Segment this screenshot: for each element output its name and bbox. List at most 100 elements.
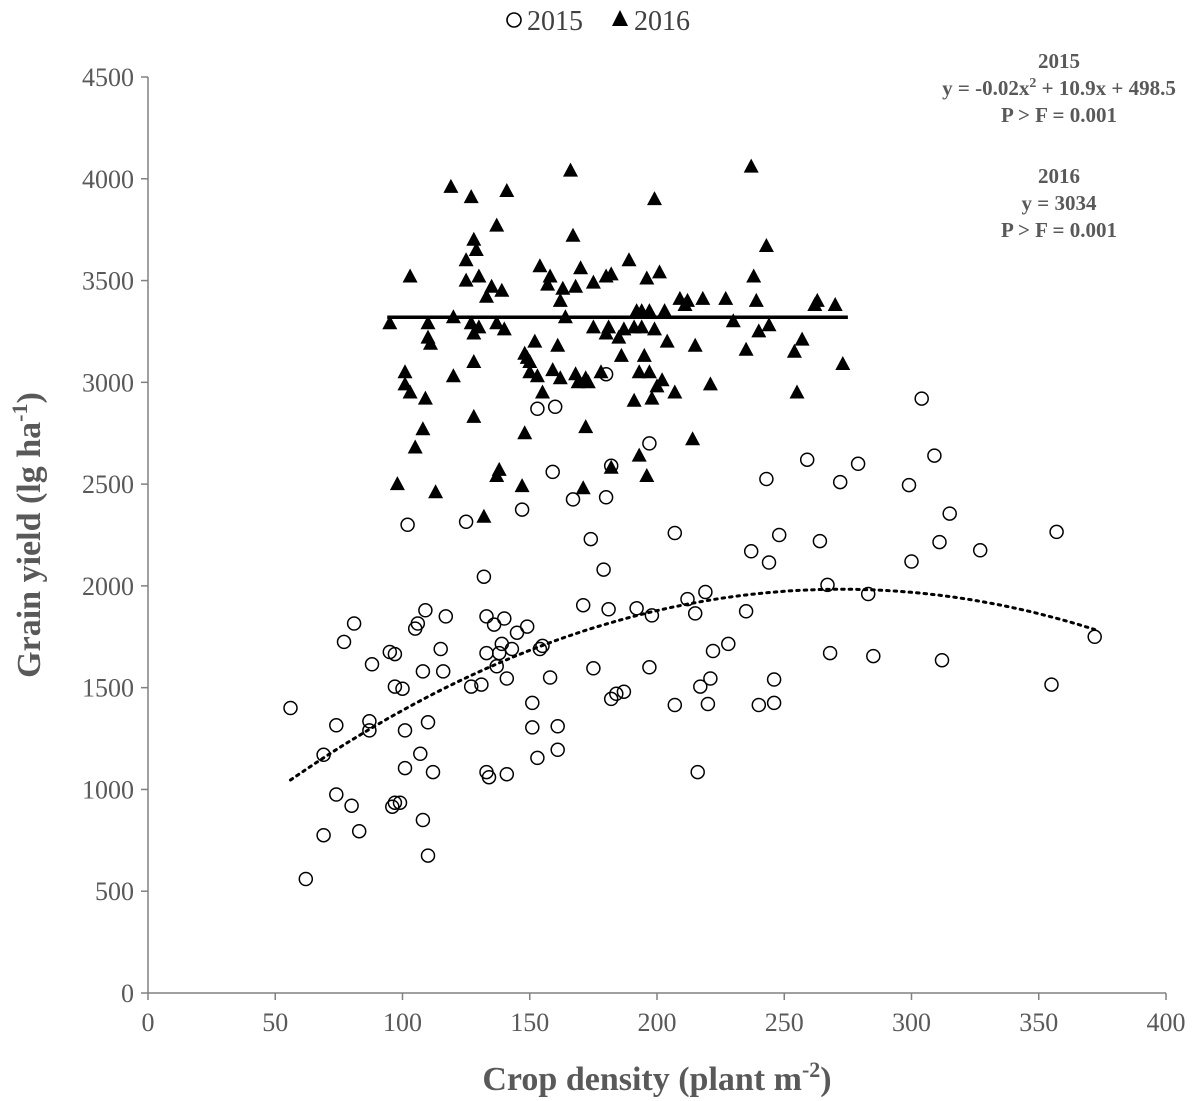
legend-label-2016: 2016 [634, 6, 690, 37]
annotation-2016-pvalue: P > F = 0.001 [1001, 218, 1117, 242]
point-2015 [535, 638, 550, 654]
point-2016 [654, 372, 670, 387]
annotation-2015-title: 2015 [1038, 49, 1080, 73]
y-tick-label: 1500 [82, 674, 134, 703]
point-2015 [598, 490, 614, 505]
legend-marker-2016 [612, 10, 628, 26]
point-2015 [642, 436, 657, 451]
point-2015 [738, 604, 754, 619]
point-2015 [904, 554, 919, 569]
point-2015 [463, 679, 479, 694]
point-2015 [395, 681, 410, 696]
point-2016 [809, 292, 825, 307]
annotation-2015-equation: y = -0.02x2 + 10.9x + 498.5 [942, 76, 1176, 100]
point-2015 [901, 477, 917, 493]
point-2015 [866, 648, 881, 664]
y-tick-label: 4000 [82, 165, 134, 194]
point-2015 [397, 760, 413, 776]
point-2016 [466, 231, 482, 246]
point-2016 [613, 347, 629, 362]
point-2016 [417, 390, 433, 405]
y-axis-title: Grain yield (lg ha-1) [7, 392, 48, 678]
point-2016 [621, 252, 637, 267]
point-2016 [570, 374, 586, 389]
point-2015 [316, 827, 331, 843]
point-2016 [748, 292, 764, 307]
point-2015 [525, 695, 540, 711]
point-2016 [491, 461, 507, 476]
point-2016 [489, 315, 505, 330]
point-2016 [631, 447, 647, 462]
point-2015 [705, 643, 721, 659]
y-tick-label: 2000 [82, 572, 134, 601]
point-2015 [504, 641, 520, 657]
point-2015 [433, 641, 448, 657]
annotation-2016-equation: y = 3034 [1022, 191, 1097, 215]
point-2016 [542, 268, 558, 283]
point-2015 [596, 562, 611, 577]
point-2016 [428, 484, 444, 499]
point-2015 [418, 603, 433, 618]
point-2016 [685, 431, 701, 446]
point-2015 [693, 679, 708, 694]
point-2015 [759, 471, 774, 487]
y-tick-label: 2500 [82, 470, 134, 499]
point-2016 [389, 476, 405, 491]
point-2016 [580, 374, 596, 389]
point-2015 [603, 691, 619, 707]
point-2015 [575, 597, 591, 613]
point-2016 [644, 390, 660, 405]
point-2015 [690, 764, 705, 780]
point-2016 [443, 178, 459, 193]
point-2015 [565, 492, 581, 507]
point-2015 [499, 766, 515, 782]
point-2015 [387, 795, 403, 810]
point-2015 [942, 506, 957, 521]
point-2015 [822, 645, 838, 661]
point-2016 [659, 333, 675, 348]
point-2016 [573, 260, 589, 275]
point-2016 [575, 480, 591, 495]
point-2016 [641, 364, 657, 379]
point-2015 [283, 700, 298, 716]
point-2015 [680, 591, 695, 607]
point-2015 [601, 602, 616, 617]
point-2015 [479, 645, 494, 661]
point-2015 [420, 715, 436, 730]
point-2016 [517, 425, 533, 440]
point-2015 [850, 456, 866, 472]
point-2015 [410, 616, 426, 631]
point-2015 [346, 616, 362, 631]
x-axis-title: Crop density (plant m-2) [482, 1057, 831, 1098]
point-2015 [766, 672, 782, 687]
point-2015 [298, 871, 314, 887]
data-points [283, 158, 1102, 887]
point-2016 [420, 315, 436, 330]
point-2015 [435, 664, 451, 679]
point-2015 [700, 696, 716, 712]
point-2016 [545, 362, 561, 377]
point-2016 [466, 408, 482, 423]
point-2015 [494, 636, 510, 652]
point-2016 [657, 303, 673, 318]
trend-line-2015 [289, 587, 1097, 782]
point-2016 [786, 343, 802, 358]
point-2015 [616, 684, 632, 699]
point-2015 [438, 609, 454, 624]
point-2015 [766, 695, 782, 711]
point-2016 [758, 238, 774, 252]
legend: 2015 2016 [506, 6, 690, 37]
point-2015 [491, 645, 507, 661]
point-2016 [458, 252, 474, 267]
point-2015 [820, 577, 835, 593]
point-2015 [1087, 629, 1102, 645]
point-2015 [1049, 524, 1064, 540]
point-2016 [738, 341, 754, 356]
y-tick-label: 3000 [82, 368, 134, 397]
point-2016 [565, 227, 581, 242]
point-2015 [771, 527, 787, 543]
annotation-2016-title: 2016 [1038, 164, 1080, 188]
point-2016 [552, 370, 568, 385]
point-2016 [496, 321, 512, 336]
x-tick-label: 350 [1019, 1008, 1058, 1037]
